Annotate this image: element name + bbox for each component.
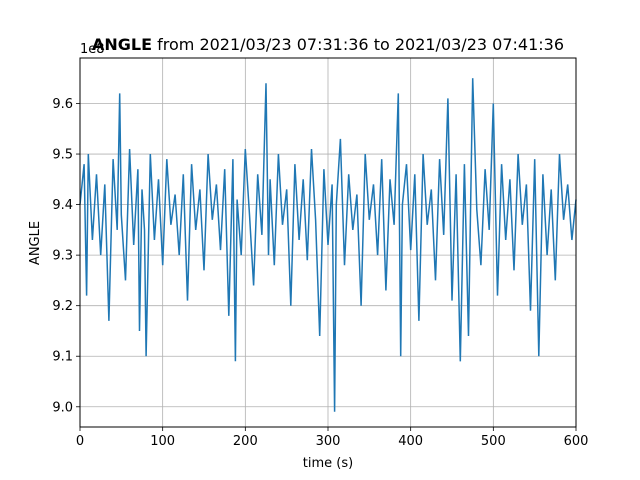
x-tick-label: 200 bbox=[233, 434, 258, 449]
y-offset-label: 1e8 bbox=[80, 42, 105, 57]
y-tick-label: 9.3 bbox=[52, 249, 73, 264]
x-tick-label: 0 bbox=[76, 434, 84, 449]
y-axis: 9.0 9.1 9.2 9.3 9.4 9.5 9.6 bbox=[52, 97, 80, 415]
y-axis-label: ANGLE bbox=[28, 221, 43, 265]
x-tick-label: 500 bbox=[481, 434, 506, 449]
x-tick-label: 100 bbox=[150, 434, 175, 449]
y-tick-label: 9.6 bbox=[52, 97, 73, 112]
chart-title: ANGLE from 2021/03/23 07:31:36 to 2021/0… bbox=[92, 35, 564, 54]
x-axis: 0 100 200 300 400 500 600 bbox=[76, 427, 589, 449]
y-tick-label: 9.2 bbox=[52, 299, 73, 314]
data-line bbox=[79, 78, 577, 412]
x-tick-label: 600 bbox=[564, 434, 589, 449]
y-tick-label: 9.1 bbox=[52, 350, 73, 365]
x-axis-label: time (s) bbox=[303, 456, 353, 471]
series-line bbox=[79, 78, 577, 412]
x-tick-label: 300 bbox=[316, 434, 341, 449]
x-tick-label: 400 bbox=[398, 434, 423, 449]
y-tick-label: 9.0 bbox=[52, 400, 73, 415]
y-tick-label: 9.5 bbox=[52, 148, 73, 163]
y-tick-label: 9.4 bbox=[52, 198, 73, 213]
